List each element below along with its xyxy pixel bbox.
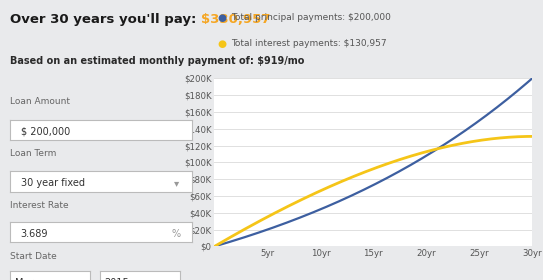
Text: Over 30 years you'll pay:: Over 30 years you'll pay: [10,13,201,25]
Text: ▾: ▾ [79,278,85,280]
Text: Mar: Mar [15,278,33,280]
Text: Total principal payments: $200,000: Total principal payments: $200,000 [231,13,390,22]
Text: ●: ● [217,39,226,49]
Text: Total interest payments: $130,957: Total interest payments: $130,957 [231,39,387,48]
Text: Loan Term: Loan Term [10,149,56,158]
Text: %: % [172,229,181,239]
Text: ▾: ▾ [174,178,179,188]
Text: 30 year fixed: 30 year fixed [21,178,85,188]
Text: Loan Amount: Loan Amount [10,97,70,106]
Text: Based on an estimated monthly payment of: $919/mo: Based on an estimated monthly payment of… [10,56,304,66]
Text: 2015: 2015 [105,278,129,280]
Text: Interest Rate: Interest Rate [10,201,68,210]
Text: ▾: ▾ [169,278,175,280]
Text: Start Date: Start Date [10,252,56,261]
Text: $ 200,000: $ 200,000 [21,127,70,137]
Text: ●: ● [217,13,226,23]
Text: 3.689: 3.689 [21,229,48,239]
Text: $330,957: $330,957 [201,13,270,25]
